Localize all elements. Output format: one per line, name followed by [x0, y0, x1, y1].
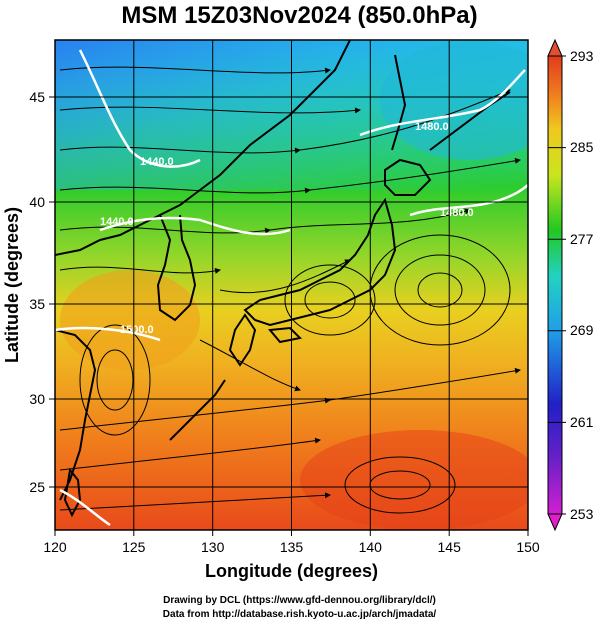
contour-label: 1440.0 [100, 216, 134, 228]
x-axis: 120 125 130 135 140 145 150 Longitude (d… [43, 530, 540, 581]
contour-label: 1500.0 [120, 324, 154, 336]
map-title: MSM 15Z03Nov2024 (850.0hPa) [121, 2, 478, 29]
credit-data: Data from http://database.rish.kyoto-u.a… [162, 609, 437, 620]
x-tick-label: 130 [201, 539, 225, 555]
colorbar: 293 285 277 269 261 253 [547, 38, 594, 532]
x-axis-label: Longitude (degrees) [205, 561, 378, 581]
y-tick-label: 40 [29, 194, 45, 210]
colorbar-min-arrow [547, 513, 563, 532]
colorbar-tick-label: 253 [570, 506, 594, 522]
coastlines [55, 40, 511, 518]
colorbar-tick-label: 261 [570, 414, 594, 430]
credit-drawing: Drawing by DCL (https://www.gfd-dennou.o… [163, 595, 436, 606]
x-tick-label: 125 [122, 539, 146, 555]
y-axis: 25 30 35 40 45 Latitude (degrees) [2, 89, 55, 495]
x-tick-label: 140 [359, 539, 383, 555]
y-tick-label: 45 [29, 89, 45, 105]
x-tick-label: 145 [438, 539, 462, 555]
colorbar-tick-label: 285 [570, 139, 594, 155]
x-tick-label: 120 [43, 539, 67, 555]
streamlines [59, 66, 521, 514]
contour-labels: 1440.0 1440.0 1480.0 1480.0 1500.0 [100, 121, 474, 336]
x-tick-label: 135 [280, 539, 304, 555]
x-tick-label: 150 [516, 539, 540, 555]
colorbar-tick-label: 269 [570, 322, 594, 338]
y-tick-label: 25 [29, 479, 45, 495]
contour-label: 1480.0 [415, 121, 449, 133]
colorbar-tick-label: 293 [570, 48, 594, 64]
height-contours [55, 49, 528, 527]
y-tick-label: 35 [29, 296, 45, 312]
colorbar-max-arrow [547, 38, 563, 57]
map-grid [55, 40, 528, 530]
y-tick-label: 30 [29, 391, 45, 407]
y-axis-label: Latitude (degrees) [2, 207, 22, 363]
contour-label: 1480.0 [440, 207, 474, 219]
contour-label: 1440.0 [140, 156, 174, 168]
colorbar-tick-label: 277 [570, 231, 594, 247]
